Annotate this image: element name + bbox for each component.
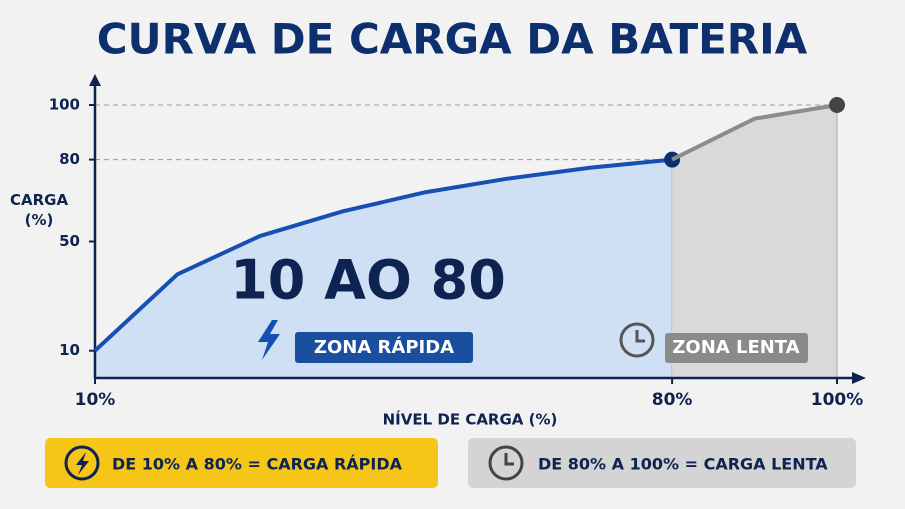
clock-icon	[619, 322, 655, 358]
y-arrow	[89, 74, 101, 86]
x-axis-label: NÍVEL DE CARGA (%)	[383, 410, 558, 429]
legend-clock	[488, 445, 524, 481]
x-tick-label: 10%	[75, 390, 116, 410]
range-label: 10 AO 80	[230, 249, 506, 312]
curve	[671, 103, 838, 162]
y-tick-label: 80	[59, 150, 80, 168]
fast-zone-box	[295, 332, 473, 363]
curve	[93, 157, 673, 353]
bolt-icon	[258, 320, 280, 360]
y-tick-label: 50	[59, 232, 80, 250]
legend-slow-box	[468, 438, 856, 488]
area	[95, 159, 673, 378]
x-tick-label: 80%	[652, 390, 693, 410]
legend-bolt-ring	[64, 445, 100, 481]
slow-zone-box	[665, 333, 808, 363]
x-arrow	[852, 372, 866, 384]
chart-title: CURVA DE CARGA DA BATERIA	[97, 15, 808, 64]
clock-hands	[635, 330, 645, 343]
y-axis-label: CARGA (%)	[10, 191, 69, 229]
x-tick-label: 100%	[811, 390, 864, 410]
legend-bolt	[76, 452, 89, 475]
legend-fast: DE 10% A 80% = CARGA RÁPIDA	[112, 455, 403, 474]
legend-clock-hands	[504, 453, 514, 466]
slow-zone-label: ZONA LENTA	[672, 337, 799, 358]
legend-slow: DE 80% A 100% = CARGA LENTA	[538, 455, 828, 474]
y-tick-label: 10	[59, 341, 80, 359]
legend-fast-box	[45, 438, 438, 488]
fast-zone-label: ZONA RÁPIDA	[314, 336, 454, 358]
end-point	[829, 97, 845, 113]
area	[672, 105, 837, 378]
y-tick-label: 100	[49, 96, 80, 114]
